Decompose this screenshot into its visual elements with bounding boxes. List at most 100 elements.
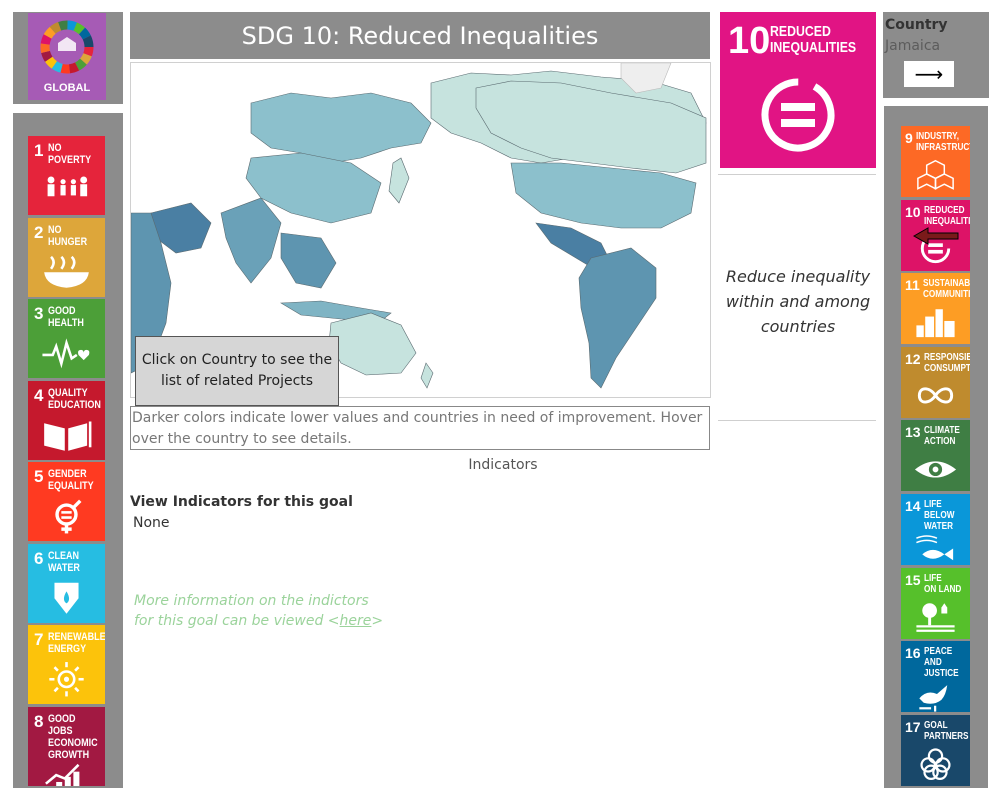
divider-bottom bbox=[718, 420, 876, 421]
goal-tile-number: 4 bbox=[34, 385, 44, 405]
goal-tile-label: REDUCED INEQUALITIES bbox=[923, 204, 970, 227]
heartbeat-icon bbox=[28, 329, 105, 378]
pointer-arrow-icon bbox=[912, 226, 962, 250]
rings-icon bbox=[901, 742, 970, 786]
goal-tile-2[interactable]: 2 NO HUNGER bbox=[28, 217, 105, 297]
tree-icon bbox=[901, 595, 970, 639]
goal-tile-header: 2 NO HUNGER bbox=[28, 218, 105, 248]
bowl-icon bbox=[28, 248, 105, 297]
goal-tile-label: LIFE ON LAND bbox=[923, 572, 961, 595]
sdg-wheel-icon bbox=[40, 20, 94, 74]
map-color-legend-note: Darker colors indicate lower values and … bbox=[130, 406, 710, 450]
goal-tile-number: 1 bbox=[34, 141, 44, 160]
more-info-prefix: for this goal can be viewed < bbox=[134, 613, 340, 629]
goal-tile-header: 16 PEACE AND JUSTICE bbox=[901, 641, 970, 679]
goal-tile-8[interactable]: 8 GOOD JOBS ECONOMIC GROWTH bbox=[28, 706, 105, 786]
goal-tile-label: CLIMATE ACTION bbox=[923, 425, 960, 448]
more-info-suffix: > bbox=[371, 613, 384, 629]
goal-tile-number: 16 bbox=[905, 645, 921, 662]
indicators-heading: Indicators bbox=[468, 457, 538, 473]
divider-top bbox=[718, 174, 876, 175]
goal-tile-label: PEACE AND JUSTICE bbox=[923, 646, 959, 680]
goal-name: REDUCED INEQUALITIES bbox=[770, 23, 857, 56]
goal-tile-header: 6 CLEAN WATER bbox=[28, 544, 105, 574]
dove-icon bbox=[901, 679, 970, 712]
country-next-button[interactable]: ⟶ bbox=[904, 61, 954, 87]
eye-icon bbox=[901, 447, 970, 491]
goal-tile-number: 9 bbox=[905, 130, 913, 146]
goal-tile-header: 8 GOOD JOBS ECONOMIC GROWTH bbox=[28, 707, 105, 761]
equal-icon bbox=[761, 78, 835, 152]
goal-tile-17[interactable]: 17 GOAL PARTNERS bbox=[901, 714, 970, 786]
goal-tile-7[interactable]: 7 RENEWABLE ENERGY bbox=[28, 625, 105, 704]
goal-tile-header: 11SUSTAINABLE COMMUNITIES bbox=[901, 273, 970, 300]
goal-tile-6[interactable]: 6 CLEAN WATER bbox=[28, 543, 105, 623]
family-icon bbox=[28, 166, 105, 215]
goal-number: 10 bbox=[728, 20, 771, 62]
growth-chart-icon bbox=[28, 761, 105, 786]
goal-tile-header: 5 GENDER EQUALITY bbox=[28, 462, 105, 492]
goal-tile-label: GOOD HEALTH bbox=[48, 305, 85, 329]
goal-tile-label: LIFE BELOW WATER bbox=[923, 499, 955, 532]
goal-tile-11[interactable]: 11SUSTAINABLE COMMUNITIES bbox=[901, 273, 970, 345]
goal-tile-14[interactable]: 14 LIFE BELOW WATER bbox=[901, 494, 970, 565]
goal-tile-header: 14 LIFE BELOW WATER bbox=[901, 494, 970, 532]
goal-tile-label: NO POVERTY bbox=[48, 142, 92, 166]
goal-tile-number: 11 bbox=[905, 277, 920, 294]
goal-tile-number: 8 bbox=[34, 711, 44, 731]
goal-tile-label: RENEWABLE ENERGY bbox=[48, 631, 105, 655]
page-title: SDG 10: Reduced Inequalities bbox=[130, 12, 710, 59]
book-icon bbox=[28, 411, 105, 460]
goal-tile-label: NO HUNGER bbox=[48, 223, 88, 248]
goal-tile-label: RESPONSIBLE CONSUMPTION bbox=[923, 351, 970, 374]
goal-tile-label: GOOD JOBS ECONOMIC GROWTH bbox=[48, 712, 99, 761]
goal-tile-label: SUSTAINABLE COMMUNITIES bbox=[922, 278, 970, 301]
goal-tile-number: 10 bbox=[905, 203, 921, 220]
goal-tile-13[interactable]: 13 CLIMATE ACTION bbox=[901, 420, 970, 492]
water-drop-icon bbox=[28, 574, 105, 623]
goal-tile-number: 15 bbox=[905, 571, 921, 588]
goal-tile-4[interactable]: 4 QUALITY EDUCATION bbox=[28, 380, 105, 460]
goal-tile-header: 1 NO POVERTY bbox=[28, 136, 105, 166]
goal-tile-label: QUALITY EDUCATION bbox=[48, 386, 102, 411]
country-label: Country bbox=[885, 17, 948, 33]
cubes-icon bbox=[901, 153, 970, 197]
goal-tile-16[interactable]: 16 PEACE AND JUSTICE bbox=[901, 641, 970, 713]
infinity-icon bbox=[901, 374, 970, 418]
goal-tile-number: 5 bbox=[34, 467, 44, 486]
gender-icon bbox=[28, 492, 105, 541]
goal-tile-12[interactable]: 12RESPONSIBLE CONSUMPTION bbox=[901, 346, 970, 418]
more-info-link[interactable]: here bbox=[339, 613, 372, 629]
goal-description: Reduce inequality within and among count… bbox=[725, 267, 871, 336]
global-label: GLOBAL bbox=[43, 82, 91, 94]
country-value[interactable]: Jamaica bbox=[885, 38, 941, 54]
goal-tile-header: 15 LIFE ON LAND bbox=[901, 568, 970, 595]
goal-tile-label: INDUSTRY, INFRASTRUCTURE bbox=[915, 131, 970, 153]
goal-tile-number: 3 bbox=[34, 304, 44, 323]
goal-tile-number: 7 bbox=[34, 630, 44, 649]
global-logo[interactable]: GLOBAL bbox=[28, 13, 106, 100]
sun-icon bbox=[28, 655, 105, 704]
goal-tile-5[interactable]: 5 GENDER EQUALITY bbox=[28, 462, 105, 541]
goal-tile-number: 6 bbox=[34, 548, 44, 568]
goal-tile-header: 3 GOOD HEALTH bbox=[28, 299, 105, 329]
goal-tile-label: CLEAN WATER bbox=[48, 549, 81, 574]
goal-tile-header: 17 GOAL PARTNERS bbox=[901, 715, 970, 742]
goal-tile-header: 4 QUALITY EDUCATION bbox=[28, 381, 105, 411]
goal-tile-15[interactable]: 15 LIFE ON LAND bbox=[901, 567, 970, 639]
more-info-line1: More information on the indictors bbox=[134, 593, 369, 609]
goal-tile-header: 13 CLIMATE ACTION bbox=[901, 420, 970, 447]
goal-tile-number: 14 bbox=[905, 498, 921, 514]
goal-tile-number: 2 bbox=[34, 222, 44, 242]
click-country-hint: Click on Country to see the list of rela… bbox=[135, 336, 339, 406]
goal-tile-3[interactable]: 3 GOOD HEALTH bbox=[28, 299, 105, 378]
indicators-value: None bbox=[133, 515, 170, 531]
goal-tile-1[interactable]: 1 NO POVERTY bbox=[28, 136, 105, 215]
goal-tile-number: 13 bbox=[905, 424, 921, 441]
goal-tile-header: 12RESPONSIBLE CONSUMPTION bbox=[901, 347, 970, 374]
goal-tile-number: 12 bbox=[905, 350, 921, 367]
current-goal-tile: 10 REDUCED INEQUALITIES bbox=[720, 12, 876, 168]
